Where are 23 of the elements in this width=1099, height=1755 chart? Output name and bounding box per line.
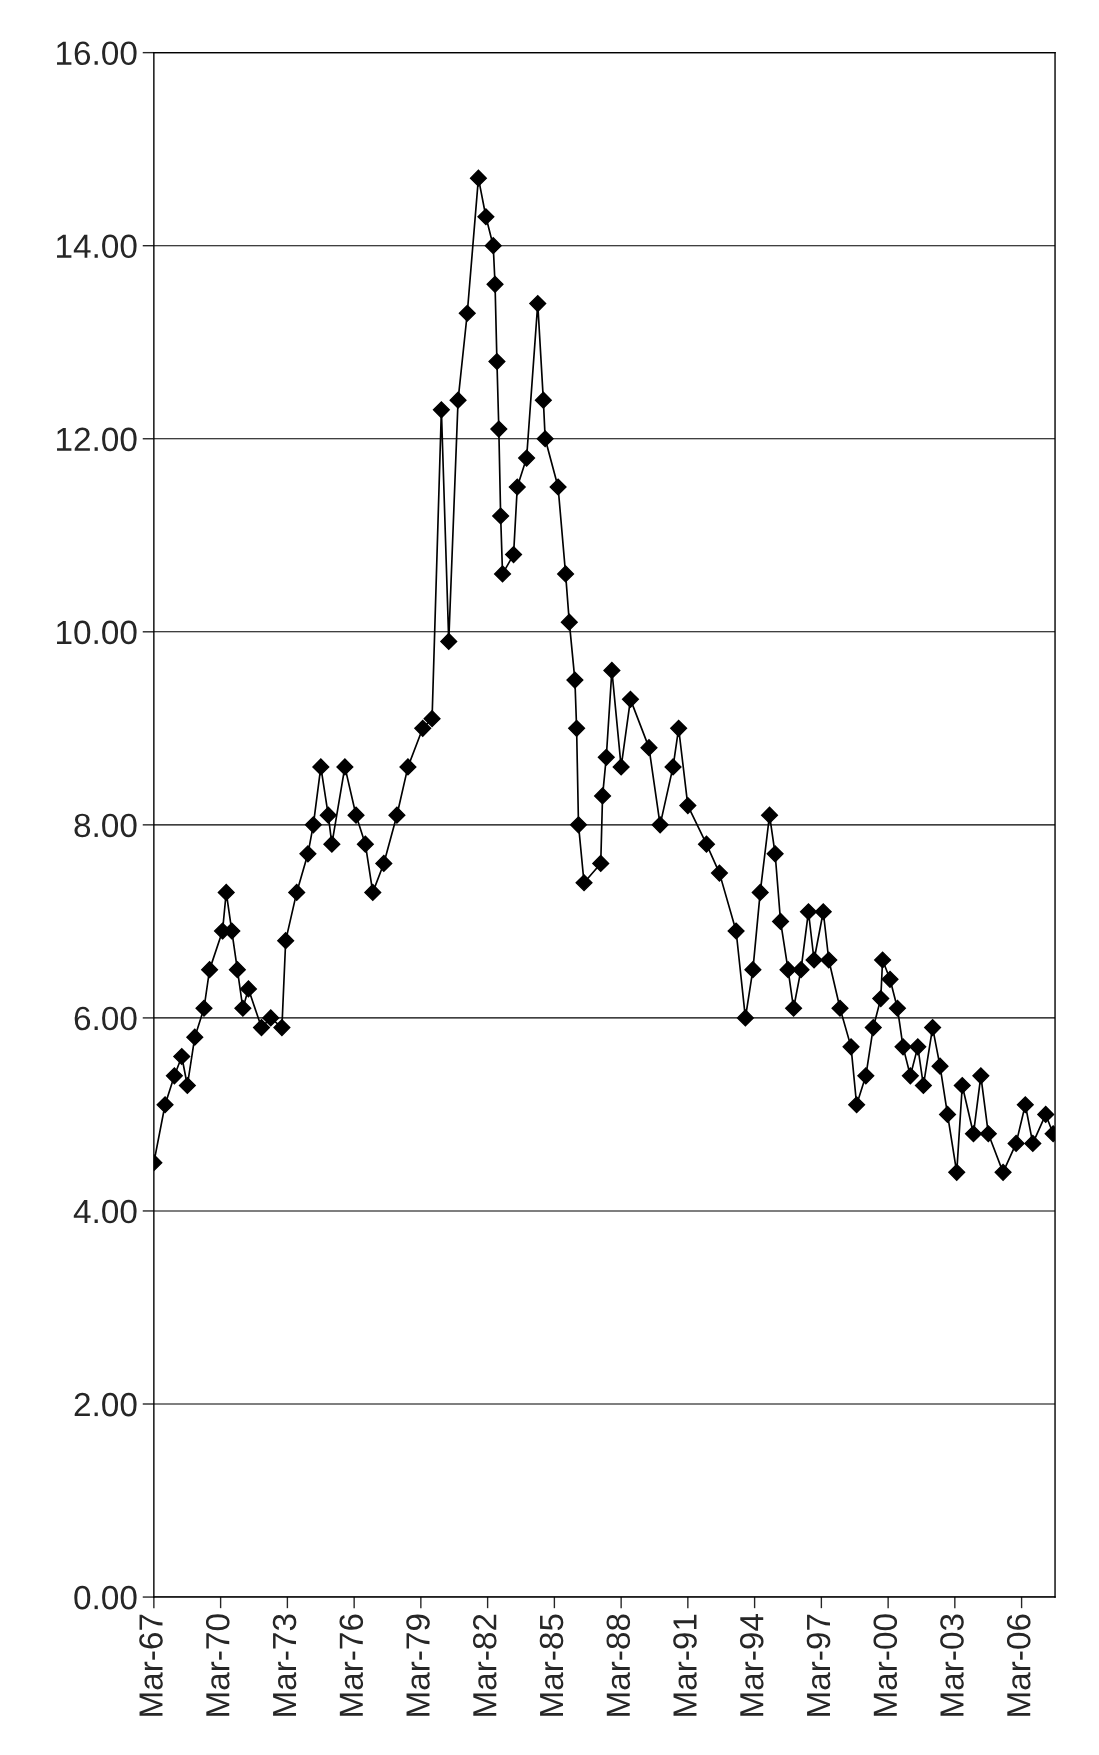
y-tick-label: 16.00 [57,41,137,66]
x-tick-label: Mar-06 [1006,1614,1031,1716]
x-tick-label: Mar-00 [873,1614,898,1716]
y-tick-label: 14.00 [57,234,137,259]
x-tick-label: Mar-91 [673,1614,697,1716]
x-tick-label: Mar-82 [472,1614,497,1716]
y-tick-label: 8.00 [74,813,137,838]
y-tick-label: 10.00 [57,620,137,645]
x-tick-label: Mar-85 [539,1614,564,1716]
y-tick-label: 2.00 [74,1392,137,1417]
y-tick-label: 6.00 [74,1006,137,1031]
x-tick-label: Mar-70 [205,1614,230,1716]
x-tick-label: Mar-67 [139,1614,163,1716]
x-tick-label: Mar-73 [272,1614,297,1716]
y-tick-label: 12.00 [57,427,137,452]
x-tick-label: Mar-76 [339,1614,364,1716]
x-tick-label: Mar-88 [606,1614,631,1716]
x-tick-label: Mar-03 [940,1614,964,1716]
y-tick-label: 0.00 [74,1585,137,1610]
x-tick-label: Mar-97 [806,1614,831,1716]
y-tick-label: 4.00 [73,1199,137,1224]
x-tick-label: Mar-94 [739,1613,764,1716]
x-tick-label: Mar-79 [406,1614,430,1716]
